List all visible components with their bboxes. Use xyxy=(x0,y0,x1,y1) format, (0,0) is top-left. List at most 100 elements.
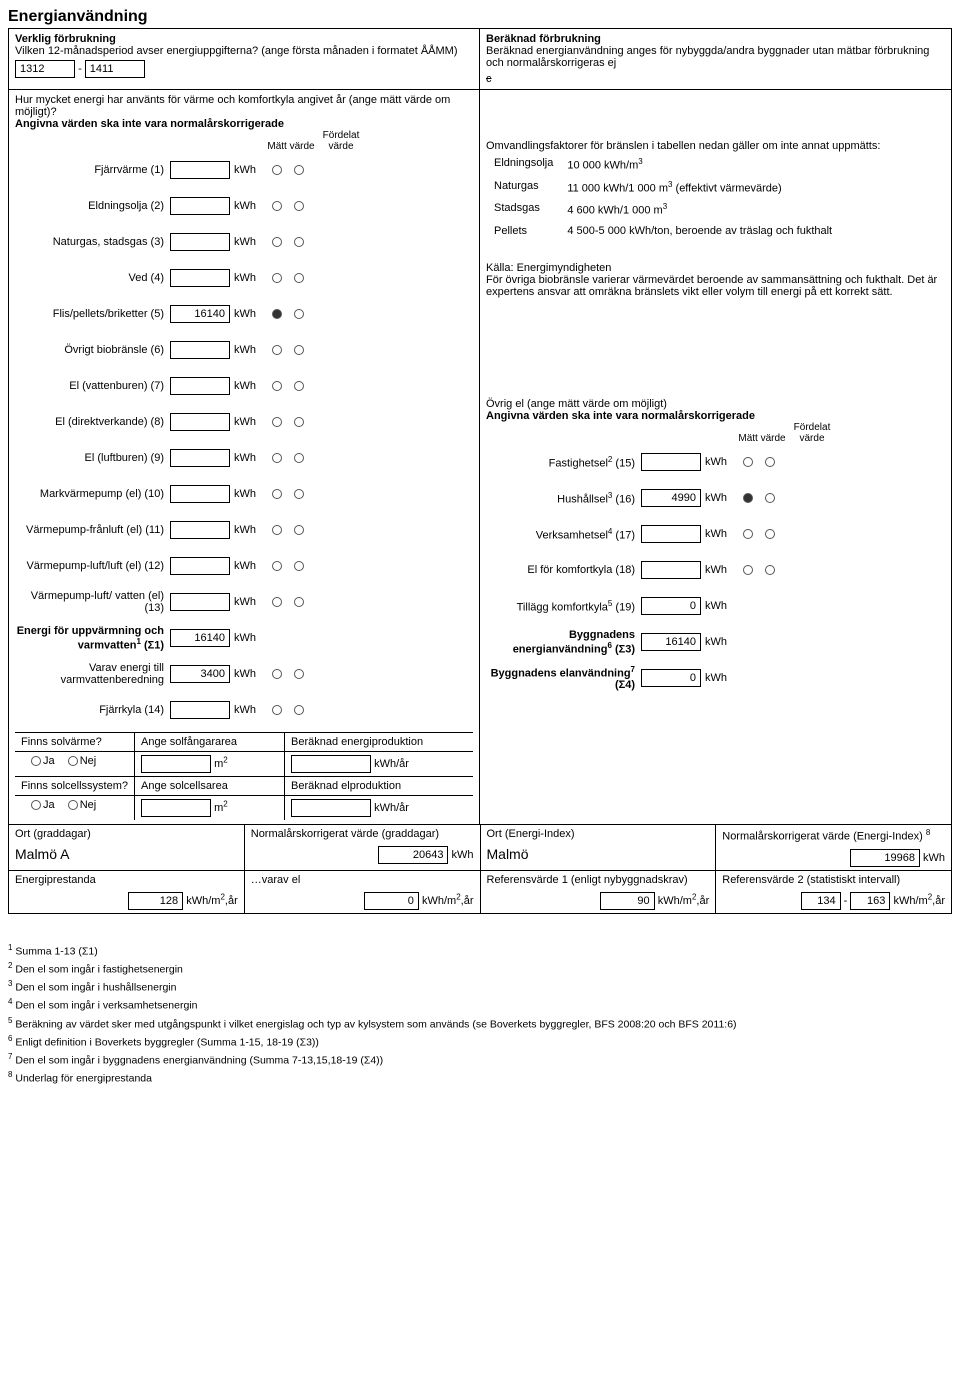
ovrig-row-input[interactable] xyxy=(641,561,701,579)
ovrig-row-input[interactable]: 4990 xyxy=(641,489,701,507)
matt-radio[interactable] xyxy=(272,201,282,211)
solcell-nej-radio[interactable] xyxy=(68,800,78,810)
matt-radio[interactable] xyxy=(272,165,282,175)
period-to-input[interactable]: 1411 xyxy=(85,60,145,78)
matt-radio[interactable] xyxy=(272,597,282,607)
fordelat-radio[interactable] xyxy=(294,525,304,535)
sum-unit: kWh xyxy=(230,632,262,644)
ovrig-matt-radio[interactable] xyxy=(743,529,753,539)
norm-grad-input[interactable]: 20643 xyxy=(378,846,448,864)
fordelat-radio[interactable] xyxy=(294,345,304,355)
solvarme-ja-radio[interactable] xyxy=(31,756,41,766)
ovrig-row: Hushållsel3 (16)4990kWh xyxy=(486,480,945,516)
norm-ei-input[interactable]: 19968 xyxy=(850,849,920,867)
fordelat-radio[interactable] xyxy=(294,309,304,319)
varav-fordelat-radio[interactable] xyxy=(294,669,304,679)
matt-radio[interactable] xyxy=(272,453,282,463)
ovrig-row-unit: kWh xyxy=(701,456,733,468)
ovrig-fordelat-radio[interactable] xyxy=(765,529,775,539)
fordelat-radio[interactable] xyxy=(294,237,304,247)
matt-radio[interactable] xyxy=(272,489,282,499)
energy-row-unit: kWh xyxy=(230,164,262,176)
fordelat-radio[interactable] xyxy=(294,453,304,463)
estimated-text: Beräknad energianvändning anges för nyby… xyxy=(486,45,945,69)
fjarrkyla-input[interactable] xyxy=(170,701,230,719)
energiproduktion-label: Beräknad energiproduktion xyxy=(285,733,473,751)
solvarme-nej-label: Nej xyxy=(80,755,97,767)
ovrig-matt-radio[interactable] xyxy=(743,457,753,467)
energy-row-input[interactable] xyxy=(170,485,230,503)
energy-row-input[interactable] xyxy=(170,377,230,395)
energy-row-input[interactable] xyxy=(170,341,230,359)
matt-radio[interactable] xyxy=(272,237,282,247)
period-from-input[interactable]: 1312 xyxy=(15,60,75,78)
matt-radio[interactable] xyxy=(272,417,282,427)
energy-row-input[interactable] xyxy=(170,557,230,575)
energy-row-input[interactable]: 16140 xyxy=(170,305,230,323)
solvarme-nej-radio[interactable] xyxy=(68,756,78,766)
tillagg-label: Tillägg komfortkyla5 (19) xyxy=(486,599,641,614)
energiproduktion-input[interactable] xyxy=(291,755,371,773)
energy-row-label: El (direktverkande) (8) xyxy=(15,416,170,428)
ref1-input[interactable]: 90 xyxy=(600,892,655,910)
varav-input[interactable]: 3400 xyxy=(170,665,230,683)
fordelat-radio[interactable] xyxy=(294,561,304,571)
ovrig-matt-radio[interactable] xyxy=(743,565,753,575)
fjarrkyla-fordelat-radio[interactable] xyxy=(294,705,304,715)
ovrig-fordelat-radio[interactable] xyxy=(765,493,775,503)
matt-radio[interactable] xyxy=(272,273,282,283)
fordelat-radio[interactable] xyxy=(294,381,304,391)
ovrig-fordelat-radio[interactable] xyxy=(765,457,775,467)
elproduktion-input[interactable] xyxy=(291,799,371,817)
energy-row-input[interactable] xyxy=(170,413,230,431)
footnote: 4 Den el som ingår i verksamhetsenergin xyxy=(8,996,952,1014)
ovrig-row: Fastighetsel2 (15) kWh xyxy=(486,444,945,480)
energy-row-input[interactable] xyxy=(170,269,230,287)
ep-input[interactable]: 128 xyxy=(128,892,183,910)
matt-radio[interactable] xyxy=(272,345,282,355)
energy-row-input[interactable] xyxy=(170,593,230,611)
s4-input[interactable]: 0 xyxy=(641,669,701,687)
energy-row: Värmepump-luft/ vatten (el) (13)kWh xyxy=(15,584,473,620)
fordelat-radio[interactable] xyxy=(294,165,304,175)
varav-el-input[interactable]: 0 xyxy=(364,892,419,910)
fordelat-radio[interactable] xyxy=(294,597,304,607)
fordelat-radio[interactable] xyxy=(294,201,304,211)
energy-row-input[interactable] xyxy=(170,521,230,539)
solcell-ja-radio[interactable] xyxy=(31,800,41,810)
energy-row: El (luftburen) (9)kWh xyxy=(15,440,473,476)
matt-radio[interactable] xyxy=(272,309,282,319)
matt-radio[interactable] xyxy=(272,381,282,391)
ort-grad-label: Ort (graddagar) xyxy=(15,828,238,840)
s3-input[interactable]: 16140 xyxy=(641,633,701,651)
fordelat-radio[interactable] xyxy=(294,273,304,283)
ovrig-fordelat-radio[interactable] xyxy=(765,565,775,575)
fordelat-radio[interactable] xyxy=(294,417,304,427)
matt-radio[interactable] xyxy=(272,561,282,571)
energy-row-input[interactable] xyxy=(170,161,230,179)
ovrig-row-label: Fastighetsel2 (15) xyxy=(486,455,641,470)
energy-row-input[interactable] xyxy=(170,233,230,251)
matt-radio[interactable] xyxy=(272,525,282,535)
footnote: 3 Den el som ingår i hushållsenergin xyxy=(8,978,952,996)
solfangararea-input[interactable] xyxy=(141,755,211,773)
ref1-unit: kWh/m2,år xyxy=(658,895,710,907)
energy-row-input[interactable] xyxy=(170,449,230,467)
fjarrkyla-matt-radio[interactable] xyxy=(272,705,282,715)
ovrig-matt-radio[interactable] xyxy=(743,493,753,503)
ovrig-row-input[interactable] xyxy=(641,525,701,543)
ovrig-row-input[interactable] xyxy=(641,453,701,471)
solcellsarea-input[interactable] xyxy=(141,799,211,817)
ref2-lo-input[interactable]: 134 xyxy=(801,892,841,910)
energy-row-unit: kWh xyxy=(230,596,262,608)
varav-matt-radio[interactable] xyxy=(272,669,282,679)
factor-name: Stadsgas xyxy=(488,199,559,220)
energy-row-input[interactable] xyxy=(170,197,230,215)
ref2-hi-input[interactable]: 163 xyxy=(850,892,890,910)
factor-value: 10 000 kWh/m3 xyxy=(561,154,838,175)
energy-row-unit: kWh xyxy=(230,416,262,428)
tillagg-input[interactable]: 0 xyxy=(641,597,701,615)
sum-input[interactable]: 16140 xyxy=(170,629,230,647)
fordelat-radio[interactable] xyxy=(294,489,304,499)
m2-unit-2: m2 xyxy=(214,802,228,814)
